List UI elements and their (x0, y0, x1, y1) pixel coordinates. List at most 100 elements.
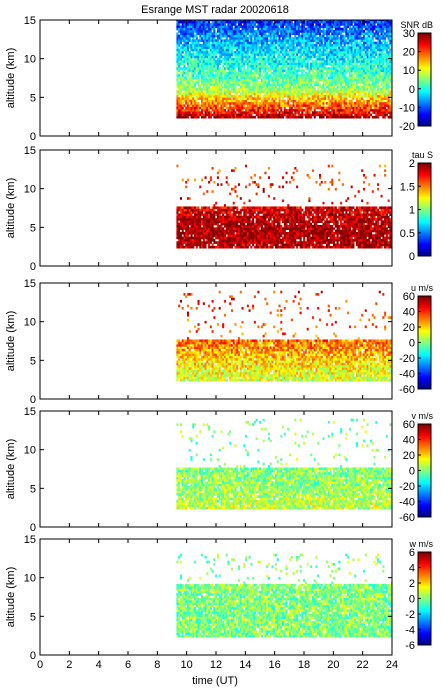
heatmap-cell (243, 20, 246, 24)
heatmap-cell (220, 74, 223, 77)
heatmap-cell (331, 95, 334, 98)
heatmap-cell (241, 60, 244, 63)
heatmap-cell (377, 41, 380, 45)
heatmap-cell (304, 41, 307, 45)
heatmap-cell (280, 81, 283, 84)
heatmap-cell (227, 25, 230, 29)
heatmap-cell (384, 69, 387, 73)
heatmap-cell (185, 53, 188, 56)
heatmap-cell (211, 83, 214, 87)
heatmap-cell (359, 76, 362, 80)
heatmap-cell (245, 62, 248, 66)
heatmap-cell (297, 108, 300, 112)
heatmap-cell (311, 67, 314, 70)
heatmap-cell (322, 85, 325, 89)
heatmap-cell (282, 85, 285, 89)
heatmap-cell (336, 27, 339, 31)
heatmap-cell (278, 88, 281, 91)
heatmap-cell (178, 41, 181, 45)
heatmap-cell (276, 50, 279, 54)
heatmap-cell (373, 99, 376, 103)
heatmap-cell (385, 76, 388, 80)
heatmap-cell (259, 115, 262, 119)
heatmap-cell (359, 111, 362, 114)
heatmap-cell (209, 95, 212, 98)
heatmap-cell (301, 95, 304, 98)
heatmap-cell (209, 57, 212, 61)
heatmap-cell (377, 78, 380, 82)
y-axis-label: altitude (km) (5, 48, 17, 109)
heatmap-cell (181, 20, 184, 24)
heatmap-cell (204, 43, 207, 47)
heatmap-cell (223, 34, 226, 38)
heatmap-cell (246, 111, 249, 114)
heatmap-cell (340, 37, 343, 40)
heatmap-cell (185, 76, 188, 80)
heatmap-cell (227, 64, 230, 68)
heatmap-cell (352, 50, 355, 54)
heatmap-cell (243, 69, 246, 73)
heatmap-cell (223, 32, 226, 35)
y-tick-label: 5 (30, 92, 36, 104)
heatmap-cell (192, 34, 195, 38)
heatmap-cell (310, 30, 313, 33)
heatmap-cell (331, 27, 334, 31)
heatmap-cell (283, 83, 286, 87)
heatmap-cell (292, 37, 295, 40)
heatmap-cell (348, 95, 351, 98)
heatmap-cell (287, 20, 290, 24)
heatmap-cell (362, 20, 366, 24)
heatmap-cell (232, 53, 235, 56)
heatmap-cell (271, 111, 274, 114)
heatmap-cell (348, 62, 351, 66)
heatmap-cell (333, 81, 336, 84)
heatmap-cell (283, 43, 286, 47)
heatmap-cell (252, 104, 255, 107)
heatmap-cell (241, 81, 244, 84)
heatmap-cell (192, 39, 195, 42)
heatmap-cell (181, 69, 184, 73)
heatmap-cell (199, 64, 202, 68)
heatmap-cell (227, 99, 230, 103)
heatmap-cell (348, 85, 351, 89)
heatmap-cell (223, 97, 226, 100)
heatmap-cell (357, 88, 360, 91)
heatmap-cell (225, 99, 228, 103)
heatmap-cell (359, 41, 362, 45)
heatmap-cell (255, 97, 258, 100)
heatmap-cell (370, 71, 373, 75)
heatmap-cell (282, 99, 285, 103)
heatmap-cell (213, 25, 216, 29)
heatmap-cell (211, 67, 214, 70)
heatmap-cell (206, 39, 209, 42)
heatmap-cell (255, 88, 258, 91)
heatmap-cell (283, 101, 286, 105)
heatmap-cell (384, 46, 387, 49)
heatmap-cell (248, 25, 251, 29)
heatmap-cell (220, 55, 223, 59)
heatmap-cell (320, 64, 323, 68)
heatmap-cell (213, 53, 216, 56)
heatmap-cell (186, 95, 190, 98)
heatmap-cell (387, 90, 390, 93)
heatmap-cell (241, 99, 244, 103)
heatmap-cell (292, 81, 295, 84)
heatmap-cell (375, 115, 378, 119)
heatmap-cell (255, 46, 258, 49)
heatmap-cell (338, 97, 341, 100)
heatmap-cell (208, 23, 211, 26)
heatmap-cell (362, 60, 366, 63)
heatmap-cell (208, 34, 211, 38)
heatmap-cell (310, 85, 313, 89)
heatmap-cell (220, 37, 223, 40)
heatmap-cell (292, 88, 295, 91)
heatmap-cell (216, 95, 219, 98)
heatmap-cell (378, 64, 381, 68)
heatmap-cell (282, 43, 285, 47)
heatmap-cell (297, 48, 300, 52)
heatmap-cell (267, 27, 270, 31)
heatmap-cell (318, 20, 322, 24)
heatmap-cell (253, 71, 256, 75)
heatmap-cell (216, 115, 219, 119)
heatmap-cell (338, 25, 341, 29)
